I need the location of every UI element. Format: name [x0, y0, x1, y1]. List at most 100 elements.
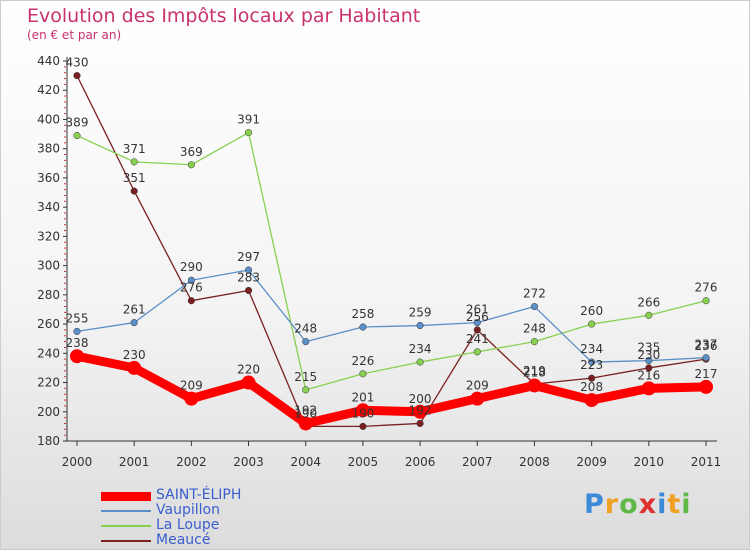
data-point: [244, 286, 253, 295]
data-point: [187, 276, 195, 284]
data-point: [416, 321, 424, 330]
data-label: 220: [237, 363, 260, 377]
data-label: 230: [123, 348, 146, 362]
y-tick-label: 300: [37, 259, 60, 273]
series-line-0: [72, 351, 711, 428]
data-point: [298, 416, 313, 431]
y-tick-label: 320: [37, 229, 60, 243]
data-point: [641, 381, 656, 396]
y-tick-label: 380: [37, 142, 60, 156]
y-minor-tick: [64, 142, 66, 144]
data-label: 369: [180, 145, 203, 159]
y-minor-tick: [64, 306, 66, 308]
legend-label: Meaucé: [156, 532, 211, 548]
data-point: [413, 404, 428, 419]
x-tick-label: 2005: [348, 455, 379, 469]
y-minor-tick: [64, 405, 66, 407]
data-label: 192: [294, 403, 317, 417]
data-label: 259: [409, 306, 432, 320]
y-minor-tick: [64, 107, 66, 109]
x-tick-label: 2000: [62, 455, 93, 469]
data-label: 218: [523, 365, 546, 379]
data-label: 190: [294, 406, 317, 420]
legend-swatch: [101, 540, 151, 542]
series-line-2: [76, 131, 707, 391]
y-minor-tick: [64, 376, 66, 378]
y-minor-tick: [64, 95, 66, 97]
chart-title: Evolution des Impôts locaux par Habitant: [27, 5, 421, 27]
data-label: 190: [351, 406, 374, 420]
y-minor-tick: [64, 300, 66, 302]
data-point: [470, 391, 485, 406]
data-point: [187, 297, 195, 305]
logo-letter: r: [604, 489, 620, 520]
data-point: [359, 370, 367, 378]
y-minor-tick: [64, 358, 66, 360]
y-minor-tick: [64, 387, 66, 389]
y-minor-tick: [64, 317, 66, 319]
series-line-1: [76, 269, 707, 363]
y-minor-tick: [64, 218, 66, 220]
data-point: [588, 320, 596, 328]
x-tick-label: 2006: [405, 455, 436, 469]
y-minor-tick: [64, 83, 66, 85]
data-label: 192: [409, 403, 432, 417]
data-label: 351: [123, 171, 146, 185]
logo-letter: x: [638, 489, 658, 520]
data-label: 260: [580, 304, 603, 318]
data-point: [530, 338, 539, 346]
data-point: [187, 161, 195, 169]
data-point: [645, 357, 653, 365]
x-tick-label: 2007: [462, 455, 493, 469]
data-label: 276: [180, 281, 203, 295]
y-minor-tick: [64, 241, 66, 243]
data-point: [527, 378, 542, 393]
y-minor-tick: [64, 335, 66, 337]
y-tick-label: 260: [37, 317, 60, 331]
x-tick-label: 2008: [519, 455, 550, 469]
data-label: 201: [351, 390, 374, 404]
x-tick-label: 2011: [691, 455, 722, 469]
y-minor-tick: [64, 276, 66, 278]
data-label: 371: [123, 142, 146, 156]
data-label: 276: [695, 281, 718, 295]
data-point: [302, 338, 310, 346]
data-label: 209: [466, 379, 489, 393]
data-label: 223: [580, 358, 603, 372]
y-minor-tick: [64, 66, 66, 68]
data-label: 217: [695, 367, 718, 381]
data-label: 258: [351, 307, 374, 321]
y-minor-tick: [64, 288, 66, 290]
y-tick-label: 440: [37, 54, 60, 68]
y-minor-tick: [64, 417, 66, 419]
data-label: 235: [637, 341, 660, 355]
x-tick-label: 2009: [576, 455, 607, 469]
data-point: [473, 326, 481, 334]
y-minor-tick: [64, 124, 66, 126]
y-minor-tick: [64, 270, 66, 272]
data-point: [130, 187, 138, 195]
data-point: [416, 358, 424, 366]
data-point: [359, 422, 367, 430]
y-tick-label: 280: [37, 288, 60, 302]
data-label: 391: [237, 113, 260, 127]
data-point: [473, 348, 481, 356]
data-point: [473, 319, 481, 327]
y-tick-label: 200: [37, 405, 60, 419]
y-tick-label: 420: [37, 83, 60, 97]
data-point: [302, 386, 310, 394]
y-minor-tick: [64, 399, 66, 401]
data-point: [588, 374, 596, 382]
y-minor-tick: [64, 341, 66, 343]
logo-letter: t: [667, 489, 682, 520]
y-minor-tick: [64, 329, 66, 331]
data-label: 215: [294, 370, 317, 384]
y-minor-tick: [64, 311, 66, 313]
data-label: 226: [351, 354, 374, 368]
series-line-3: [76, 74, 707, 428]
y-minor-tick: [64, 189, 66, 191]
legend-item: La Loupe: [101, 517, 301, 534]
x-tick-label: 2001: [119, 455, 150, 469]
data-point: [244, 129, 253, 137]
